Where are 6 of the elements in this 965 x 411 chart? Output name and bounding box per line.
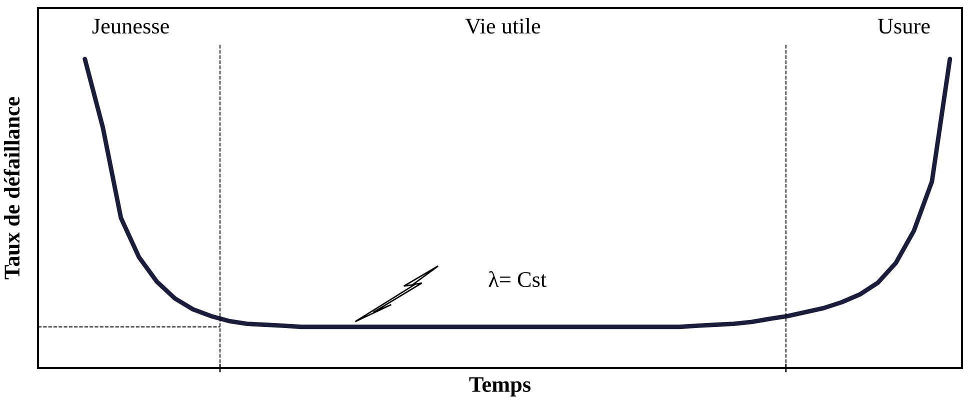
- text: Vie utile: [465, 18, 540, 34]
- x-axis-title: Temps: [469, 377, 531, 396]
- annotation: λ= Cst: [488, 271, 547, 288]
- text: Usure: [878, 18, 930, 34]
- y-axis-title: Taux de défaillance: [4, 96, 20, 280]
- text: Jeunesse: [92, 18, 169, 34]
